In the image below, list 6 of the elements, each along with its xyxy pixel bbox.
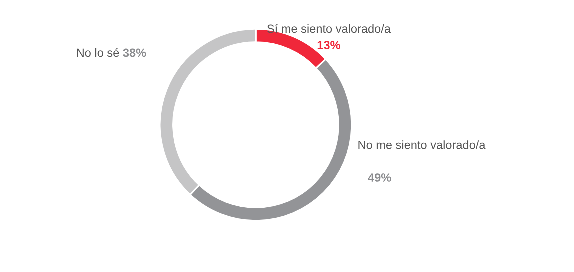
slice-label: No lo sé xyxy=(77,48,120,58)
data-label: 49% xyxy=(368,174,392,182)
data-label: 38% xyxy=(123,48,146,58)
data-label: 13% xyxy=(318,41,340,50)
slice-label: No me siento valorado/a xyxy=(358,140,486,150)
slice-label: Sí me siento valorado/a xyxy=(267,24,391,34)
